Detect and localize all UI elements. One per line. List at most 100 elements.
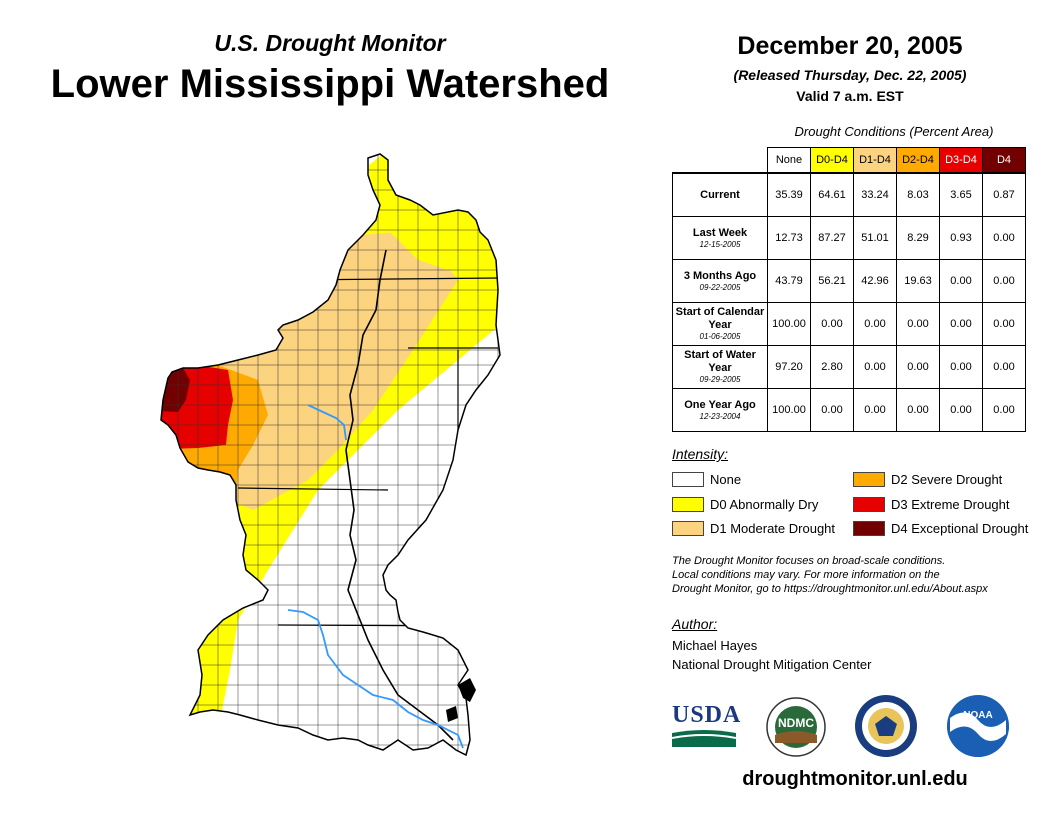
table-caption: Drought Conditions (Percent Area) xyxy=(794,124,994,139)
legend-item: D2 Severe Drought xyxy=(853,472,1002,487)
table-cell: 0.00 xyxy=(853,302,897,346)
delta-marsh xyxy=(446,678,476,722)
legend-label: D1 Moderate Drought xyxy=(710,521,836,536)
note-line: The Drought Monitor focuses on broad-sca… xyxy=(672,555,946,567)
table-cell: 0.00 xyxy=(853,388,897,432)
table-cell: 0.00 xyxy=(896,388,940,432)
valid-time: Valid 7 a.m. EST xyxy=(796,88,904,104)
table-cell: 0.93 xyxy=(939,216,983,260)
d0-east-band xyxy=(388,210,458,270)
col-header: D4 xyxy=(982,147,1026,174)
legend-item: D1 Moderate Drought xyxy=(672,521,835,536)
map-title: Lower Mississippi Watershed xyxy=(50,62,610,106)
table-row: One Year Ago 12-23-2004 100.00 0.00 0.00 0.00… xyxy=(672,388,1026,432)
table-cell: 0.00 xyxy=(896,345,940,389)
row-date: 09-22-2005 xyxy=(699,282,741,292)
note-line: Drought Monitor, go to https://droughtmo… xyxy=(672,583,988,595)
row-label-text: Current xyxy=(700,188,740,201)
table-cell: 0.00 xyxy=(939,388,983,432)
note-line: Local conditions may vary. For more info… xyxy=(672,569,940,581)
table-row: 3 Months Ago 09-22-2005 43.79 56.21 42.96 19.… xyxy=(672,259,1026,303)
legend-title: Intensity: xyxy=(672,446,729,462)
table-header-row: None D0-D4 D1-D4 D2-D4 D3-D4 D4 xyxy=(672,147,1026,174)
table-cell: 56.21 xyxy=(810,259,854,303)
mississippi-river xyxy=(345,249,454,741)
table-cell: 0.87 xyxy=(982,172,1026,217)
row-label: 3 Months Ago 09-22-2005 xyxy=(672,259,768,303)
table-row: Current 35.39 64.61 33.24 8.03 3.65 0.87 xyxy=(672,172,1026,217)
table-row: Last Week 12-15-2005 12.73 87.27 51.01 8.29 0.… xyxy=(672,216,1026,260)
drought-conditions-table: None D0-D4 D1-D4 D2-D4 D3-D4 D4 Current 3… xyxy=(672,147,1026,432)
table-cell: 0.00 xyxy=(982,388,1026,432)
drought-map xyxy=(160,153,501,757)
footer-url[interactable]: droughtmonitor.unl.edu xyxy=(742,768,968,790)
table-cell: 33.24 xyxy=(853,172,897,217)
table-cell: 97.20 xyxy=(767,345,811,389)
usda-logo-text: USDA xyxy=(672,702,742,728)
row-label-text: Start of Calendar Year xyxy=(675,306,765,331)
disclaimer-note: The Drought Monitor focuses on broad-sca… xyxy=(672,554,1042,596)
legend-label: D2 Severe Drought xyxy=(891,472,1003,487)
legend-swatch xyxy=(853,497,885,512)
table-cell: 3.65 xyxy=(939,172,983,217)
table-cell: 87.27 xyxy=(810,216,854,260)
legend-item: D3 Extreme Drought xyxy=(853,497,1010,512)
row-label-text: One Year Ago xyxy=(684,398,756,411)
eagle-seal-icon xyxy=(855,695,917,757)
table-cell: 43.79 xyxy=(767,259,811,303)
legend-label: D3 Extreme Drought xyxy=(891,497,1010,512)
table-cell: 0.00 xyxy=(810,388,854,432)
table-cell: 0.00 xyxy=(982,216,1026,260)
noaa-logo-text: NOAA xyxy=(963,710,993,721)
ndmc-logo-text: NDMC xyxy=(778,716,814,730)
table-cell: 35.39 xyxy=(767,172,811,217)
table-cell: 100.00 xyxy=(767,302,811,346)
row-label: Start of Calendar Year 01-06-2005 xyxy=(672,302,768,346)
col-header: D3-D4 xyxy=(939,147,983,174)
table-row: Start of Calendar Year 01-06-2005 100.00 0.… xyxy=(672,302,1026,346)
row-label: Last Week 12-15-2005 xyxy=(672,216,768,260)
legend-label: D4 Exceptional Drought xyxy=(891,521,1029,536)
row-label-text: Start of Water Year xyxy=(684,349,756,374)
col-header: D2-D4 xyxy=(896,147,940,174)
row-label-text: Last Week xyxy=(692,226,748,239)
legend-item: D4 Exceptional Drought xyxy=(853,521,1028,536)
commerce-seal xyxy=(853,694,919,763)
col-header: None xyxy=(767,147,811,174)
region-outline xyxy=(160,153,501,757)
row-label: One Year Ago 12-23-2004 xyxy=(672,388,768,432)
table-cell: 8.03 xyxy=(896,172,940,217)
table-cell: 12.73 xyxy=(767,216,811,260)
row-label: Current xyxy=(672,172,768,217)
map-subtitle: U.S. Drought Monitor xyxy=(214,30,446,56)
noaa-logo: NOAA xyxy=(946,694,1010,763)
table-cell: 100.00 xyxy=(767,388,811,432)
usda-logo-mark xyxy=(672,730,736,747)
table-cell: 0.00 xyxy=(939,259,983,303)
table-cell: 0.00 xyxy=(982,259,1026,303)
col-header: D1-D4 xyxy=(853,147,897,174)
table-row: Start of Water Year 09-29-2005 97.20 2.80 0.… xyxy=(672,345,1026,389)
row-date: 12-15-2005 xyxy=(699,239,741,249)
release-date: (Released Thursday, Dec. 22, 2005) xyxy=(733,67,967,83)
table-cell: 2.80 xyxy=(810,345,854,389)
ndmc-seal-icon xyxy=(766,697,826,757)
author-organization: National Drought Mitigation Center xyxy=(672,657,872,672)
table-corner xyxy=(672,147,768,174)
legend-item: None xyxy=(672,472,741,487)
legend-label: None xyxy=(710,472,742,487)
river-lines xyxy=(287,404,464,749)
table-cell: 0.00 xyxy=(939,302,983,346)
col-header: D0-D4 xyxy=(810,147,854,174)
table-cell: 51.01 xyxy=(853,216,897,260)
table-cell: 42.96 xyxy=(853,259,897,303)
noaa-bird-icon xyxy=(947,695,1009,757)
table-cell: 8.29 xyxy=(896,216,940,260)
author-heading: Author: xyxy=(672,616,718,632)
legend-swatch xyxy=(853,472,885,487)
legend-swatch xyxy=(672,521,704,536)
table-cell: 0.00 xyxy=(982,345,1026,389)
table-cell: 19.63 xyxy=(896,259,940,303)
row-label-text: 3 Months Ago xyxy=(683,269,757,282)
row-date: 09-29-2005 xyxy=(699,375,741,384)
